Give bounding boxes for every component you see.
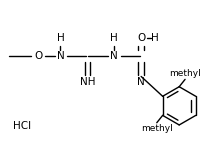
Text: methyl: methyl [141,124,173,133]
Text: HCl: HCl [13,121,31,131]
Text: methyl: methyl [169,69,201,78]
Text: H: H [57,33,64,43]
Text: H: H [151,33,158,43]
Text: H: H [110,33,118,43]
Text: N: N [110,51,118,61]
Text: N: N [57,51,64,61]
Text: NH: NH [80,77,95,87]
Text: O: O [34,51,42,61]
Text: N: N [137,77,145,87]
Text: O: O [137,33,145,43]
